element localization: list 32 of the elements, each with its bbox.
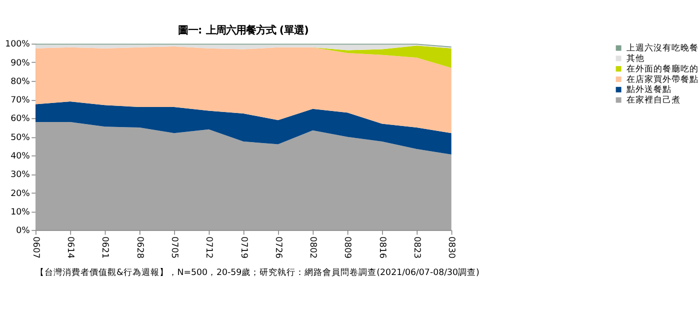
x-tick-label: 0712 (204, 236, 214, 258)
x-tick-label: 0705 (168, 236, 179, 258)
y-tick-label: 60% (10, 114, 30, 124)
legend-label: 點外送餐點 (625, 84, 672, 96)
x-tick-label: 0830 (446, 236, 456, 258)
y-tick-label: 0% (16, 226, 30, 236)
y-tick-label: 40% (10, 152, 30, 162)
y-tick-label: 30% (10, 170, 30, 180)
legend-label: 其他 (626, 53, 644, 64)
x-tick-label: 0809 (342, 236, 352, 258)
x-tick-label: 0607 (30, 236, 40, 258)
y-tick-label: 80% (10, 76, 30, 87)
y-tick-label: 100% (5, 40, 30, 50)
x-tick-label: 0628 (134, 236, 144, 258)
y-tick-label: 50% (10, 132, 30, 143)
legend-label: 在家裡自己煮 (626, 94, 680, 106)
legend-label: 在店家買外帶餐點 (626, 74, 698, 85)
chart-title: 圖一: 上周六用餐方式 (單選) (178, 24, 309, 36)
legend-label: 在外面的餐廳吃的 (626, 63, 698, 74)
x-tick-label: 0719 (238, 236, 248, 258)
x-tick-label: 0802 (308, 236, 318, 258)
x-tick-label: 0816 (376, 236, 387, 258)
x-tick-label: 0621 (100, 236, 110, 258)
legend-label: 上週六沒有吃晚餐 (626, 42, 698, 54)
y-tick-label: 20% (10, 188, 30, 199)
x-tick-label: 0823 (412, 236, 422, 258)
x-tick-label: 0614 (65, 236, 76, 259)
y-tick-label: 70% (10, 96, 30, 106)
y-tick-label: 90% (10, 58, 30, 68)
x-tick-label: 0726 (272, 236, 283, 258)
text: 【台灣消費者價值觀&行為週報】，N=500，20-59歲；研究執行：網路會員問卷調查(2021/06/07-08/30調查) (36, 267, 480, 278)
y-tick-label: 10% (10, 207, 30, 218)
